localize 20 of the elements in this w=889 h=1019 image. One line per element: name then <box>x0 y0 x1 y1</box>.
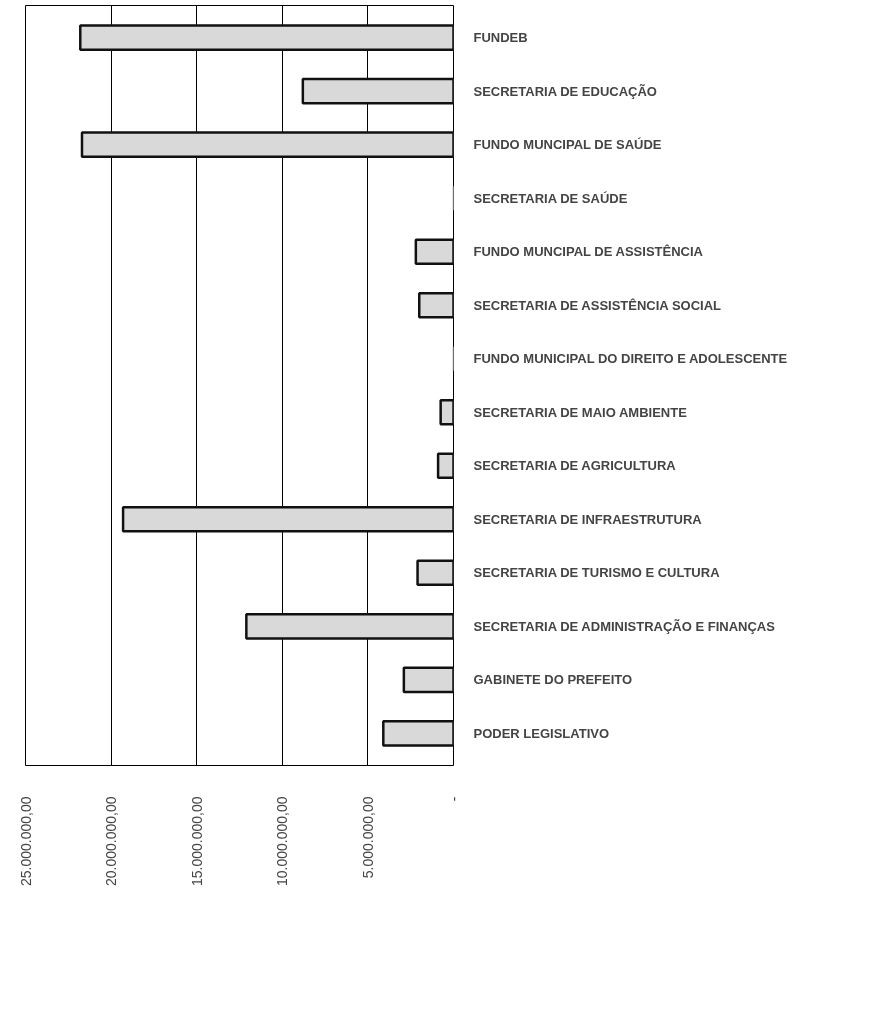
y-tick-label: SECRETARIA DE SAÚDE <box>473 190 628 206</box>
x-tick-label: 25.000.000,00 <box>17 796 34 887</box>
y-tick-label: FUNDO MUNCIPAL DE SAÚDE <box>473 137 662 153</box>
y-tick-label: SECRETARIA DE ASSISTÊNCIA SOCIAL <box>473 297 722 313</box>
y-tick-label: SECRETARIA DE ADMINISTRAÇÃO E FINANÇAS <box>473 618 776 634</box>
y-tick-label: FUNDO MUNCIPAL DE ASSISTÊNCIA <box>473 244 704 260</box>
x-tick-label: 15.000.000,00 <box>188 796 205 887</box>
x-tick-label: - <box>445 796 462 802</box>
y-tick-label: SECRETARIA DE TURISMO E CULTURA <box>473 565 721 581</box>
x-tick-label: 20.000.000,00 <box>103 796 120 887</box>
x-tick-label: 10.000.000,00 <box>274 796 291 887</box>
y-tick-label: PODER LEGISLATIVO <box>473 725 610 741</box>
y-tick-label: SECRETARIA DE AGRICULTURA <box>473 458 677 474</box>
y-tick-label: FUNDO MUNICIPAL DO DIREITO E ADOLESCENTE <box>473 351 788 367</box>
y-tick-label: SECRETARIA DE MAIO AMBIENTE <box>473 404 688 420</box>
y-tick-label: SECRETARIA DE EDUCAÇÃO <box>473 83 657 99</box>
y-tick-label: FUNDEB <box>473 30 528 46</box>
y-tick-label: GABINETE DO PREFEITO <box>473 672 633 688</box>
y-tick-label: SECRETARIA DE INFRAESTRUTURA <box>473 511 703 527</box>
x-tick-label: 5.000.000,00 <box>359 796 376 879</box>
